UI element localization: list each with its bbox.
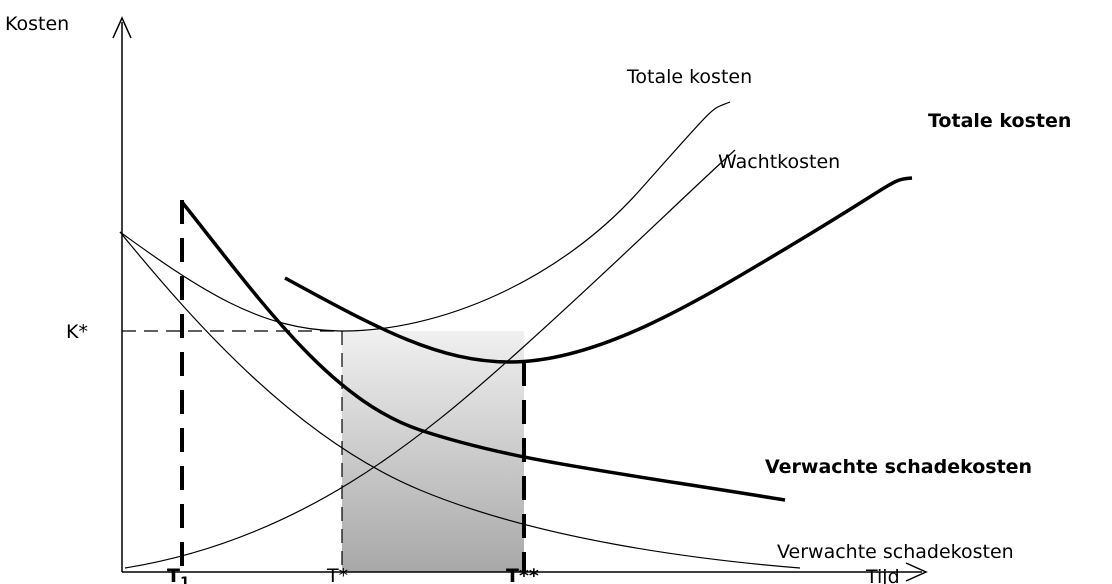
y-axis-label: Kosten [5, 13, 69, 35]
x-axis-arrow [905, 562, 928, 582]
k-star-label: K* [66, 321, 88, 343]
expected-damage-bold-label: Verwachte schadekosten [765, 456, 1032, 478]
total-cost-bold-curve [284, 176, 913, 364]
expected-damage-thin-label: Verwachte schadekosten [777, 541, 1014, 563]
total-cost-bold-label: Totale kosten [928, 110, 1071, 132]
total-cost-thin-curve [119, 101, 731, 332]
t1-label: T1 [167, 565, 190, 584]
y-axis-arrow [112, 16, 132, 39]
expected-damage-bold-curve [180, 200, 786, 502]
t-double-star-label: T** [506, 565, 539, 584]
t1-sub: 1 [180, 575, 190, 584]
expected-damage-thin-curve [119, 231, 801, 569]
waiting-cost-label: Wachtkosten [718, 151, 840, 173]
t1-main: T [167, 565, 180, 584]
t-star-label: T* [326, 565, 348, 584]
total-cost-thin-label: Totale kosten [626, 66, 752, 88]
x-axis-label: Tijd [865, 566, 900, 584]
